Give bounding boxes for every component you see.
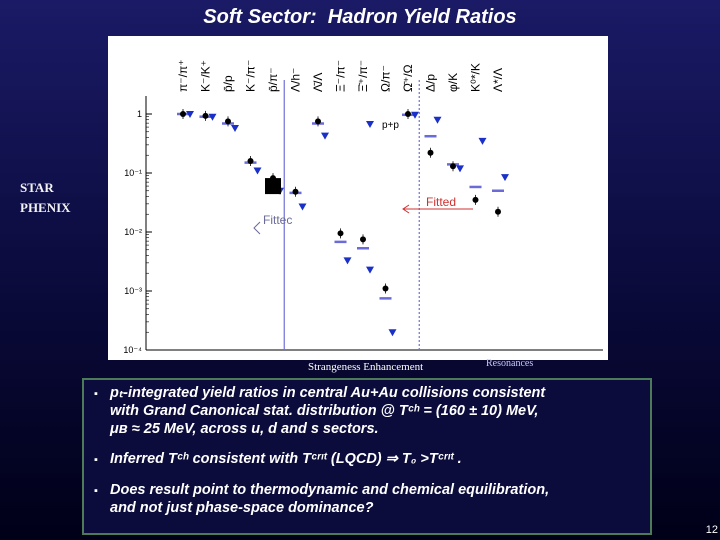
pp-point — [366, 266, 374, 274]
star-label: STAR — [20, 180, 54, 195]
pp-point — [433, 116, 442, 124]
pp-point — [253, 167, 262, 175]
fitted-right-arrow-icon — [402, 204, 410, 214]
strangeness-enhancement-caption: Strangeness Enhancement — [308, 361, 424, 373]
phenix-label: PHENIX — [20, 200, 71, 215]
category-label: p̄/π⁻ — [266, 67, 280, 92]
pp-point — [186, 111, 194, 118]
legend-pp-icon — [366, 121, 374, 128]
y-tick-label: 10⁻³ — [124, 286, 142, 296]
data-point — [180, 111, 186, 117]
category-label: K⁻/K⁺ — [199, 60, 213, 92]
y-tick-label: 10⁻¹ — [124, 168, 142, 178]
pp-point — [456, 165, 464, 173]
pp-point — [411, 111, 419, 119]
chart-canvas: 1 10⁻¹ 10⁻² 10⁻³ 10⁻⁴ π⁻/π⁺ K⁻/K⁺ p̄/p K⁻/π⁻ p̄/π… — [123, 59, 603, 355]
data-point — [495, 208, 501, 215]
bullet-item: ▪ Does result point to thermodynamic and… — [94, 481, 642, 517]
pp-point — [298, 203, 307, 211]
data-point — [225, 118, 231, 125]
data-point — [360, 236, 366, 243]
data-point — [247, 157, 254, 164]
pp-point — [388, 329, 397, 337]
highlight-marker — [265, 178, 281, 195]
category-label: Ω/π⁻ — [379, 65, 393, 92]
category-label: Λ̄/Λ — [311, 73, 325, 92]
pp-point — [321, 132, 329, 140]
category-label: Ξ⁻/π⁻ — [334, 60, 348, 92]
bullet-marker-icon: ▪ — [94, 485, 98, 497]
fitted-left-annotation: Fittec — [263, 213, 292, 227]
pp-point — [501, 174, 509, 182]
pp-point — [231, 124, 239, 132]
fitted-left-chevron-icon — [253, 221, 261, 235]
pp-point — [343, 257, 352, 265]
category-label: Ξ̄⁺/π⁻ — [356, 60, 370, 92]
category-label: p̄/p — [221, 75, 235, 92]
category-label: Λ*/Λ — [491, 68, 505, 92]
data-point — [292, 188, 299, 195]
bullet-text: Inferred Tᶜʰ consistent with Tᶜʳᶦᵗ (LQCD… — [110, 451, 462, 467]
category-label: π⁻/π⁺ — [176, 59, 190, 92]
category-label: K⁻/π⁻ — [244, 60, 258, 92]
y-tick-label: 10⁻⁴ — [123, 345, 142, 355]
category-label: φ/K — [446, 73, 460, 92]
y-tick-label: 10⁻² — [124, 227, 142, 237]
data-point — [202, 112, 209, 119]
data-point — [382, 285, 389, 292]
bullet-list: ▪ pₜ-integrated yield ratios in central … — [82, 378, 652, 535]
bullet-marker-icon: ▪ — [94, 454, 98, 466]
data-point — [450, 163, 456, 170]
legend-pp-label: p+p — [382, 120, 399, 131]
category-label: Δ/p — [424, 74, 438, 92]
data-point — [405, 111, 411, 117]
y-tick-label: 1 — [137, 109, 142, 119]
bullet-text: Does result point to thermodynamic and c… — [110, 482, 550, 516]
bullet-text: pₜ-integrated yield ratios in central Au… — [110, 385, 546, 437]
data-point — [315, 118, 321, 125]
pp-point — [208, 113, 217, 121]
resonances-caption: Resonances — [486, 358, 534, 369]
pp-point — [478, 137, 487, 145]
fitted-right-annotation: Fitted — [426, 195, 456, 209]
category-label: Ω̄⁺/Ω — [401, 64, 415, 92]
yield-ratio-chart: 1 10⁻¹ 10⁻² 10⁻³ 10⁻⁴ π⁻/π⁺ K⁻/K⁺ p̄/p K⁻/π⁻ p̄/π… — [108, 36, 608, 360]
bullet-item: ▪ pₜ-integrated yield ratios in central … — [94, 384, 642, 438]
bullet-marker-icon: ▪ — [94, 388, 98, 400]
page-number: 12 — [705, 524, 718, 536]
data-point — [472, 196, 479, 203]
data-point — [337, 230, 344, 237]
bullet-item: ▪ Inferred Tᶜʰ consistent with Tᶜʳᶦᵗ (LQ… — [94, 450, 642, 469]
category-label: K⁰*/K — [469, 63, 483, 92]
data-point — [427, 149, 434, 156]
slide-title: Soft Sector: Hadron Yield Ratios — [203, 6, 517, 28]
category-label: Λ/h⁻ — [289, 68, 303, 92]
